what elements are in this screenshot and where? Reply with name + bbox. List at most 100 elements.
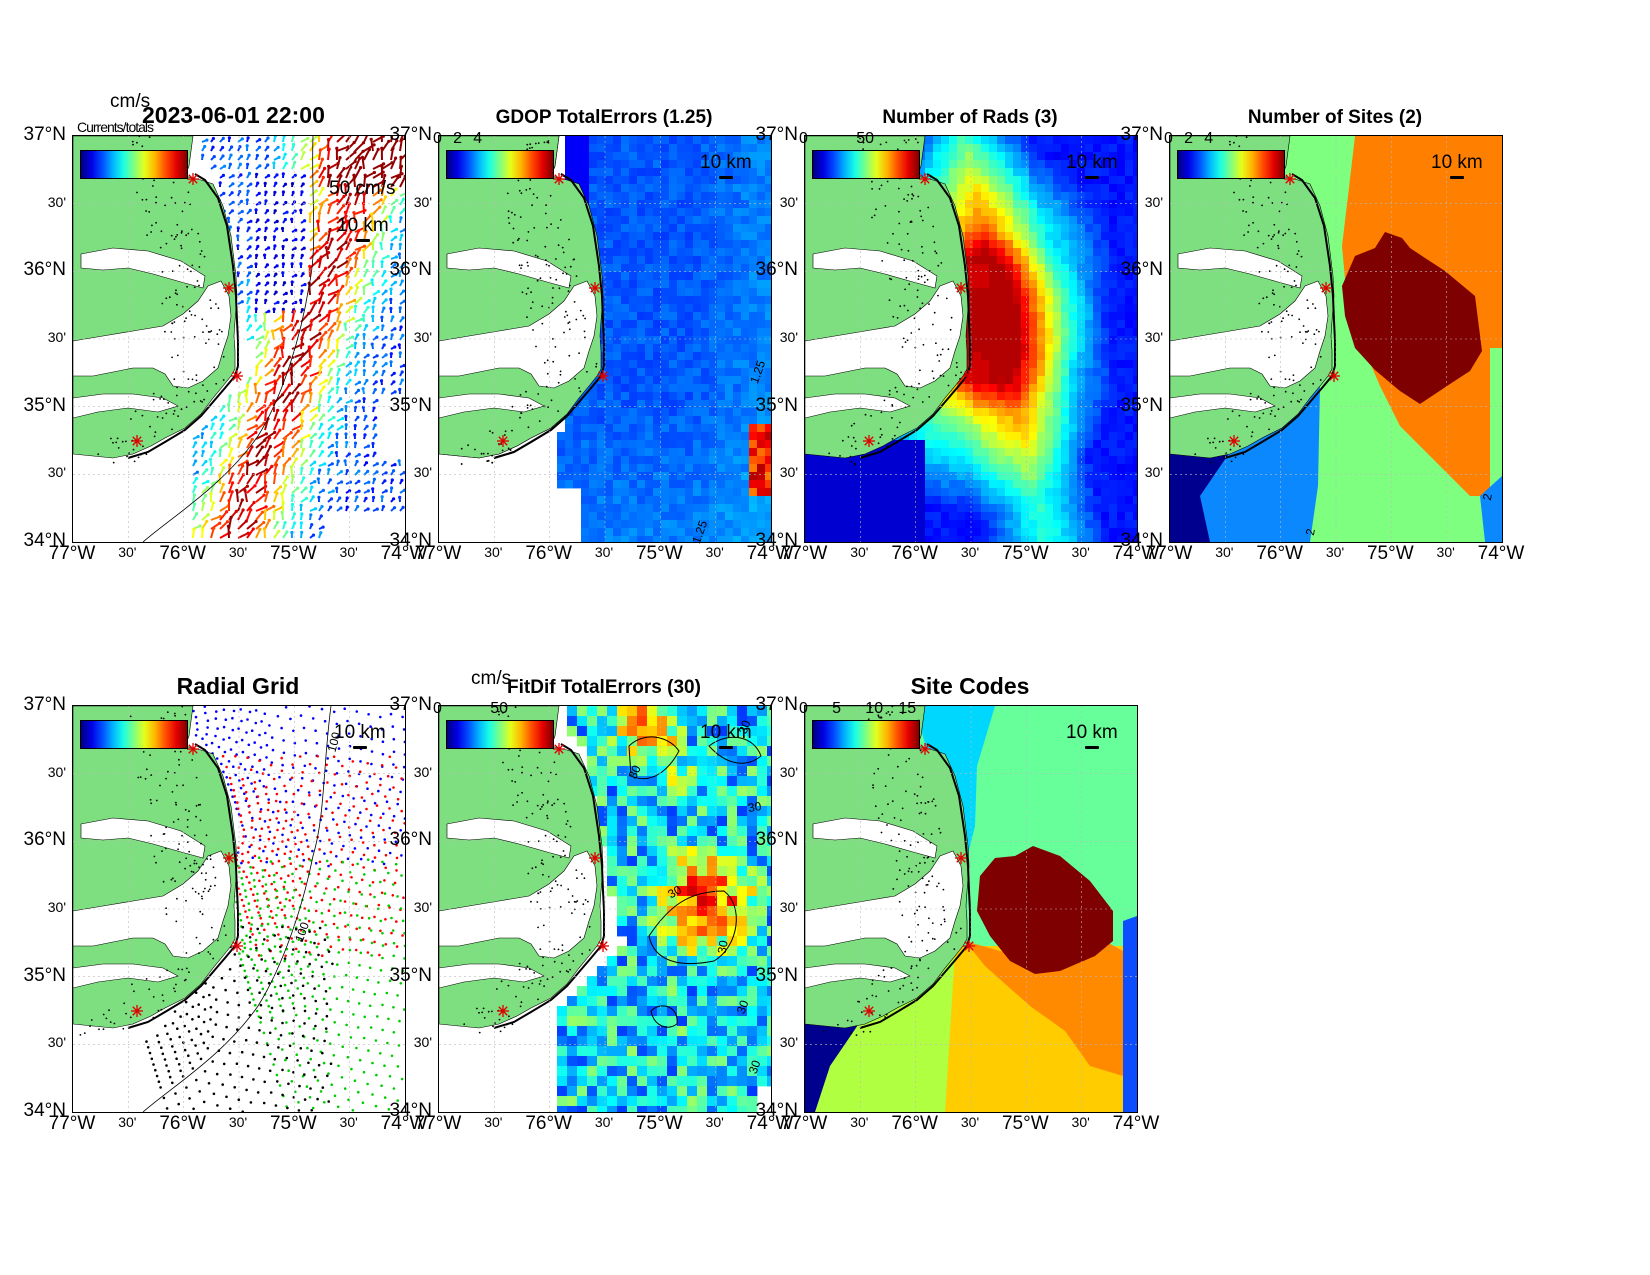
nrads-colorbar-tick: 50 xyxy=(856,130,874,147)
radar-site-marker xyxy=(187,743,199,755)
sitecodes-radar-sites xyxy=(863,743,975,1017)
radar-site-marker xyxy=(497,1005,509,1017)
totals-map-canvas xyxy=(73,136,405,542)
nsites-outer-banks-coastline xyxy=(1224,173,1336,459)
totals-lon-label: 30' xyxy=(228,544,248,560)
fitdif-lat-label: 37°N xyxy=(389,694,432,715)
radar-site-marker xyxy=(131,1005,143,1017)
totals-lat-label: 36°N xyxy=(23,259,66,281)
radar-site-marker xyxy=(1320,282,1332,294)
totals-lat-label: 34°N xyxy=(23,530,66,551)
radial-site-grid xyxy=(192,706,405,868)
nrads-lon-label: 76°W xyxy=(891,543,938,564)
totals-lon-label: 76°W xyxy=(159,543,206,564)
nsites-lon-label: 75°W xyxy=(1366,543,1414,564)
totals-lon-label: 77°W xyxy=(48,543,96,564)
sitecodes-albemarle-river xyxy=(812,817,938,859)
nrads-lon-label: 77°W xyxy=(780,543,828,564)
radial_grid-lat-label: 34°N xyxy=(23,1100,66,1121)
totals-lat-label: 30' xyxy=(47,464,66,481)
radar-site-marker xyxy=(597,940,609,952)
gdop-neuse-river xyxy=(439,393,545,419)
totals-lat-label: 30' xyxy=(47,329,66,345)
radar-site-marker xyxy=(553,743,565,755)
radial_grid-radar-sites xyxy=(131,743,243,1017)
totals-lat-label: 30' xyxy=(47,193,66,210)
totals-pamlico-sound xyxy=(73,280,232,389)
nrads-graticule xyxy=(805,136,1137,542)
radar-site-marker xyxy=(589,282,601,294)
nrads-colorbar-tick: 0 xyxy=(799,130,808,147)
fitdif-distance-scale-bar xyxy=(718,746,733,749)
sitecodes-lat-label: 30' xyxy=(779,763,798,780)
nrads-radar-sites xyxy=(863,173,975,447)
nsites-colorbar-tick: 0 xyxy=(1164,130,1173,147)
fitdif-contour-label: 30 xyxy=(714,939,731,955)
radar-site-marker xyxy=(863,1005,875,1017)
nsites-coast-speckle xyxy=(1194,136,1322,464)
gdop-graticule xyxy=(439,136,771,542)
nsites-albemarle-river xyxy=(1177,247,1303,289)
radar-site-marker xyxy=(597,370,609,382)
sitecodes-distance-scale-label: 10 km xyxy=(1066,722,1118,743)
totals-radar-sites xyxy=(131,173,243,447)
radial_grid-graticule xyxy=(73,706,405,1112)
fitdif-lon-label: 30' xyxy=(484,1114,503,1130)
radar-site-marker xyxy=(589,852,601,864)
gdop-map-canvas xyxy=(439,136,771,542)
radial_grid-coast-speckle xyxy=(79,706,232,1036)
gdop-distance-scale: 10 km xyxy=(700,152,752,179)
radial_grid-lat-label: 30' xyxy=(47,899,66,915)
sitecodes-lon-label: 75°W xyxy=(1001,1113,1049,1134)
gdop-lon-label: 30' xyxy=(594,544,614,560)
radial_grid-lat-label: 37°N xyxy=(23,694,66,715)
radial_grid-colorbar xyxy=(80,720,188,749)
fitdif-distance-scale-label: 10 km xyxy=(700,722,752,743)
radial_grid-neuse-river xyxy=(73,963,179,989)
totals-lat-label: 37°N xyxy=(23,124,66,145)
nrads-lon-label: 75°W xyxy=(1001,543,1049,564)
radial_grid-lon-label: 74°W xyxy=(380,1113,428,1134)
nrads-lat-label: 30' xyxy=(779,464,798,481)
totals-albemarle-river xyxy=(80,247,206,289)
radial_grid-map-frame xyxy=(72,705,406,1113)
radar-site-marker xyxy=(963,940,975,952)
sitecodes-lat-label: 37°N xyxy=(755,694,798,715)
radial_grid-lon-label: 77°W xyxy=(48,1113,96,1134)
radar-site-marker xyxy=(1284,173,1296,185)
nrads-distance-scale-bar xyxy=(1084,176,1099,179)
radial_grid-lon-label: 30' xyxy=(228,1114,248,1130)
radar-site-marker xyxy=(1228,435,1240,447)
radial_grid-distance-scale: 10 km xyxy=(334,722,386,749)
radial_grid-lat-label: 35°N xyxy=(23,964,66,986)
totals-lat-label: 35°N xyxy=(23,394,66,416)
radar-site-marker xyxy=(231,370,243,382)
radar-site-marker xyxy=(223,282,235,294)
nsites-distance-scale: 10 km xyxy=(1431,152,1483,179)
sitecodes-lat-label: 36°N xyxy=(755,829,798,851)
totals-units-label: cm/s xyxy=(110,91,151,112)
totals-current-vectors xyxy=(192,136,405,539)
totals-graticule xyxy=(73,136,405,542)
fitdif-lon-label: 77°W xyxy=(414,1113,462,1134)
nrads-lon-label: 30' xyxy=(960,544,980,560)
totals-colorbar xyxy=(80,150,188,179)
totals-isobath xyxy=(142,136,315,542)
radar-site-marker xyxy=(919,173,931,185)
nsites-pamlico-sound xyxy=(1170,280,1329,389)
nsites-lat-label: 35°N xyxy=(1120,394,1163,416)
gdop-lon-label: 30' xyxy=(484,544,503,560)
nsites-lat-label: 30' xyxy=(1144,464,1163,481)
gdop-lon-label: 77°W xyxy=(414,543,462,564)
nrads-map-frame xyxy=(804,135,1138,543)
fitdif-radar-sites xyxy=(497,743,609,1017)
radial_grid-lat-label: 36°N xyxy=(23,829,66,851)
gdop-lat-label: 34°N xyxy=(389,530,432,551)
fitdif-map-canvas xyxy=(439,706,771,1112)
totals-lon-label: 74°W xyxy=(380,543,428,564)
gdop-lat-label: 30' xyxy=(413,193,432,210)
gdop-pamlico-sound xyxy=(439,280,598,389)
fitdif-colorbar-tick: 0 xyxy=(433,700,442,717)
radial_grid-lat-label: 30' xyxy=(47,763,66,780)
radial_grid-isobath xyxy=(142,706,332,1112)
